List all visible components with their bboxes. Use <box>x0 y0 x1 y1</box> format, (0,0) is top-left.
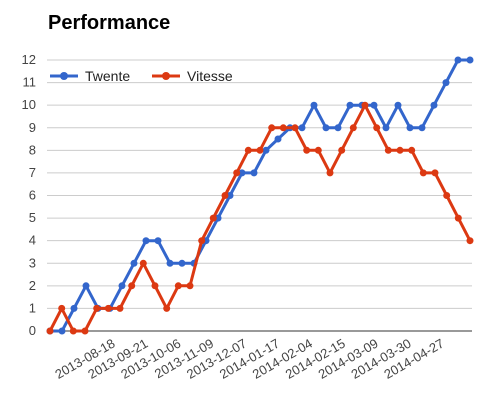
data-point[interactable] <box>130 259 138 267</box>
legend-marker <box>162 72 170 80</box>
data-point[interactable] <box>431 169 439 177</box>
data-point[interactable] <box>279 124 287 132</box>
y-tick-label: 4 <box>29 233 36 248</box>
data-point[interactable] <box>166 259 174 267</box>
data-point[interactable] <box>442 79 450 87</box>
data-point[interactable] <box>291 124 299 132</box>
data-point[interactable] <box>314 146 322 154</box>
data-point[interactable] <box>221 192 229 199</box>
data-point[interactable] <box>186 282 194 290</box>
data-point[interactable] <box>408 146 416 154</box>
data-point[interactable] <box>116 304 124 312</box>
data-point[interactable] <box>361 101 369 109</box>
data-point[interactable] <box>268 124 276 132</box>
legend-marker <box>60 72 68 80</box>
data-point[interactable] <box>250 169 258 177</box>
data-point[interactable] <box>418 124 426 132</box>
y-tick-label: 1 <box>29 300 36 315</box>
data-point[interactable] <box>178 259 186 267</box>
y-tick-label: 11 <box>23 75 37 90</box>
data-point[interactable] <box>394 101 402 109</box>
data-point[interactable] <box>58 327 66 335</box>
data-point[interactable] <box>69 327 77 335</box>
data-point[interactable] <box>419 169 427 177</box>
y-tick-label: 3 <box>29 255 36 270</box>
y-tick-label: 7 <box>29 165 36 180</box>
data-point[interactable] <box>430 101 438 109</box>
data-point[interactable] <box>334 124 342 132</box>
data-point[interactable] <box>46 327 54 335</box>
y-tick-label: 8 <box>29 142 36 157</box>
data-point[interactable] <box>233 169 241 177</box>
data-point[interactable] <box>163 304 171 312</box>
data-point[interactable] <box>81 327 89 335</box>
data-point[interactable] <box>454 56 462 64</box>
gridlines <box>47 59 472 332</box>
data-point[interactable] <box>370 101 378 109</box>
y-tick-label: 5 <box>29 210 36 225</box>
data-point[interactable] <box>382 124 390 132</box>
x-axis-ticks: 2013-08-182013-09-212013-10-062013-11-09… <box>52 336 446 382</box>
y-tick-label: 12 <box>22 52 36 67</box>
legend-label: Vitesse <box>187 68 233 84</box>
data-point[interactable] <box>466 56 474 64</box>
data-point[interactable] <box>396 146 404 154</box>
data-point[interactable] <box>174 282 182 290</box>
legend-item-twente[interactable]: Twente <box>50 68 130 84</box>
y-tick-label: 10 <box>22 97 36 112</box>
data-point[interactable] <box>338 146 346 154</box>
data-point[interactable] <box>322 124 330 132</box>
legend-item-vitesse[interactable]: Vitesse <box>152 68 233 84</box>
data-point[interactable] <box>238 169 246 177</box>
data-point[interactable] <box>274 135 282 143</box>
data-point[interactable] <box>346 101 354 109</box>
data-point[interactable] <box>466 237 474 245</box>
legend-label: Twente <box>85 68 130 84</box>
data-point[interactable] <box>70 304 78 312</box>
data-point[interactable] <box>244 146 252 154</box>
data-point[interactable] <box>262 146 270 154</box>
data-point[interactable] <box>142 237 150 245</box>
data-point[interactable] <box>151 282 159 290</box>
data-point[interactable] <box>303 146 311 154</box>
series-vitesse <box>46 101 474 335</box>
data-point[interactable] <box>384 146 392 154</box>
y-tick-label: 9 <box>29 120 36 135</box>
data-point[interactable] <box>118 282 126 290</box>
series-twente <box>46 56 474 335</box>
data-point[interactable] <box>198 237 206 245</box>
series-lines <box>46 56 474 335</box>
y-tick-label: 0 <box>29 323 36 338</box>
data-point[interactable] <box>209 214 217 222</box>
data-point[interactable] <box>93 304 101 312</box>
data-point[interactable] <box>104 304 112 312</box>
data-point[interactable] <box>326 169 334 177</box>
data-point[interactable] <box>298 124 306 132</box>
chart-title: Performance <box>48 12 171 34</box>
data-point[interactable] <box>406 124 414 132</box>
data-point[interactable] <box>82 282 90 290</box>
data-point[interactable] <box>256 146 264 154</box>
data-point[interactable] <box>443 192 451 199</box>
data-point[interactable] <box>373 124 381 132</box>
data-point[interactable] <box>349 124 357 132</box>
series-line-twente <box>50 58 470 333</box>
data-point[interactable] <box>139 259 147 267</box>
data-point[interactable] <box>454 214 462 222</box>
data-point[interactable] <box>128 282 136 290</box>
y-tick-label: 6 <box>29 188 36 203</box>
data-point[interactable] <box>226 192 234 199</box>
legend: Twente Vitesse <box>50 68 233 84</box>
data-point[interactable] <box>154 237 162 245</box>
data-point[interactable] <box>58 304 66 312</box>
data-point[interactable] <box>310 101 318 109</box>
y-tick-label: 2 <box>29 278 36 293</box>
